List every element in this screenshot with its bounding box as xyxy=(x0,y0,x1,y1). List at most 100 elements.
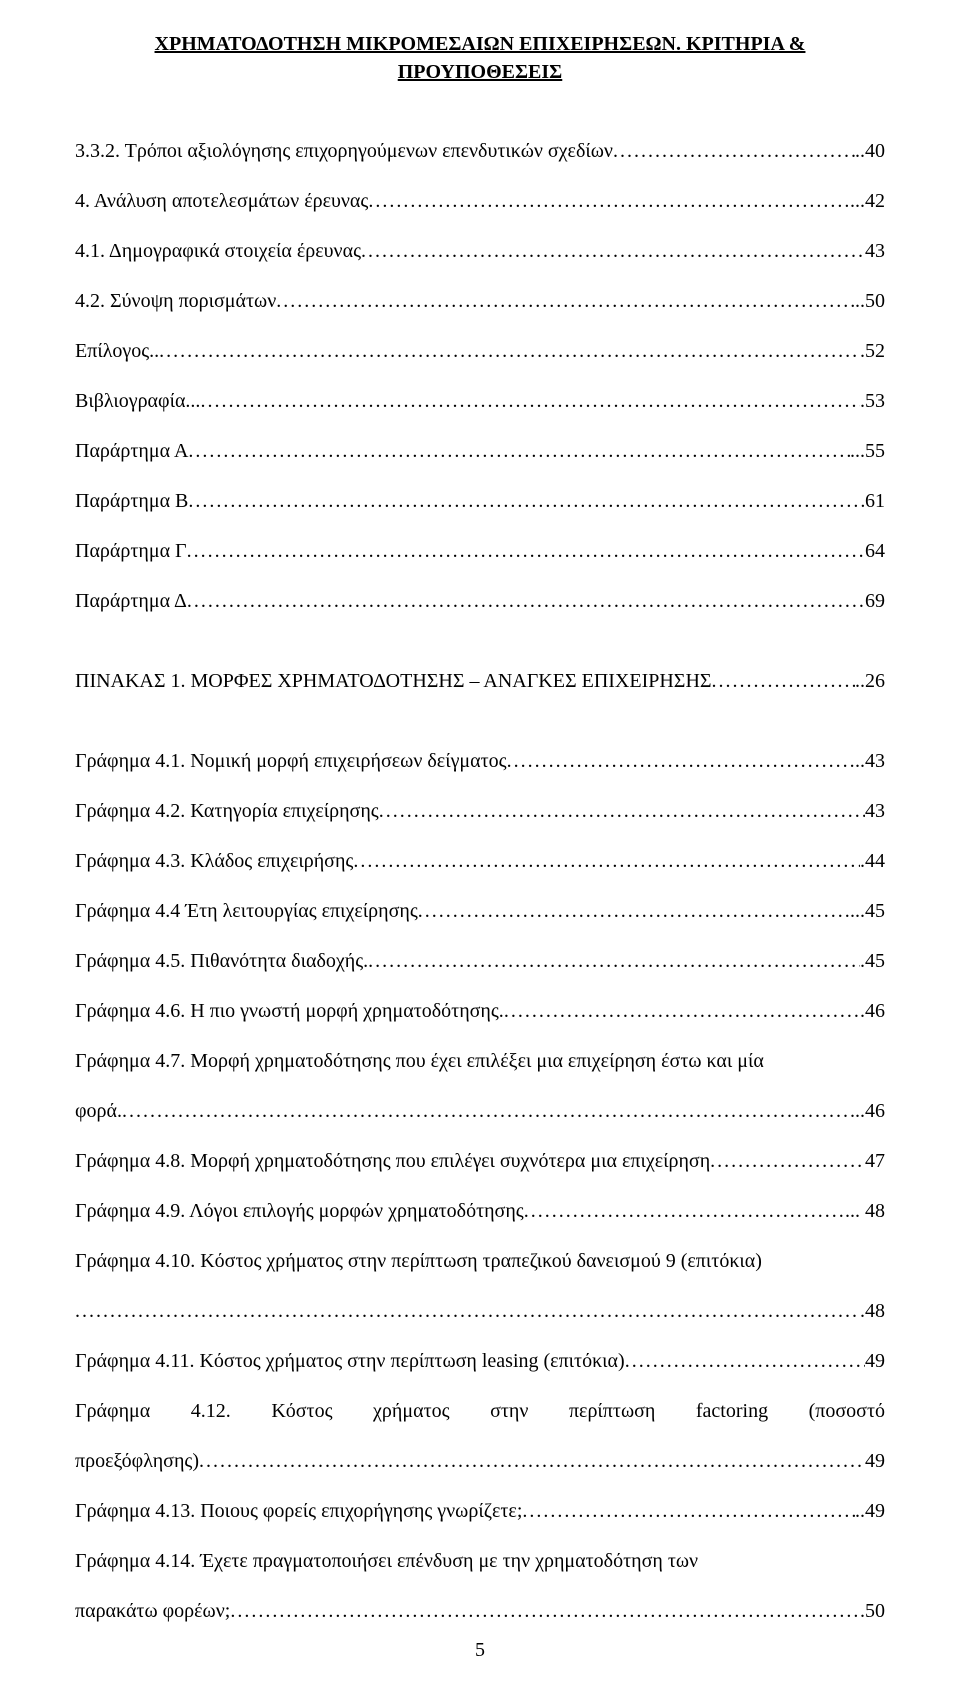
toc-entry: ΠΙΝΑΚΑΣ 1. ΜΟΡΦΕΣ ΧΡΗΜΑΤΟΔΟΤΗΣΗΣ – ΑΝΑΓΚ… xyxy=(75,656,885,706)
toc-page: .53 xyxy=(860,376,885,426)
toc-text: Παράρτημα Α xyxy=(75,426,188,476)
toc-page: 49 xyxy=(865,1436,885,1486)
page-number: 5 xyxy=(0,1639,960,1662)
toc-text: Γράφημα 4.1. Νομική μορφή επιχειρήσεων δ… xyxy=(75,736,507,786)
toc-entry: Γράφημα 4.1. Νομική μορφή επιχειρήσεων δ… xyxy=(75,736,885,786)
toc-entry: Γράφημα 4.8. Μορφή χρηματοδότησης που επ… xyxy=(75,1136,885,1186)
toc-text: 4. Ανάλυση αποτελεσμάτων έρευνας xyxy=(75,176,368,226)
toc-dots xyxy=(187,576,865,626)
toc-text: Παράρτημα Γ xyxy=(75,526,187,576)
toc-dots xyxy=(504,986,860,1036)
toc-dots xyxy=(361,226,865,276)
toc-entry: Γράφημα 4.2. Κατηγορία επιχείρησης43 xyxy=(75,786,885,836)
toc-page: .48 xyxy=(860,1286,885,1336)
toc-page: ...46 xyxy=(850,1086,885,1136)
toc-page: ..50 xyxy=(855,276,885,326)
toc-text-justified: Γράφημα 4.12. Κόστος χρήματος στην περίπ… xyxy=(75,1386,885,1436)
toc-dots xyxy=(368,176,850,226)
toc-text: Παράρτημα Δ xyxy=(75,576,187,626)
toc-page: 43 xyxy=(865,786,885,836)
toc-dots xyxy=(368,936,860,986)
toc-page: .50 xyxy=(860,1586,885,1636)
toc-dots xyxy=(507,736,855,786)
toc-text: Γράφημα 4.9. Λόγοι επιλογής μορφών χρημα… xyxy=(75,1186,524,1236)
toc-text: Επίλογος.. xyxy=(75,326,159,376)
toc-entry: Παράρτημα Γ 64 xyxy=(75,526,885,576)
toc-page: ...42 xyxy=(850,176,885,226)
toc-entry: 4.1. Δημογραφικά στοιχεία έρευνας 43 xyxy=(75,226,885,276)
toc-dots xyxy=(187,526,865,576)
toc-text: 4.2. Σύνοψη πορισμάτων xyxy=(75,276,276,326)
toc-text-line1: Γράφημα 4.7. Μορφή χρηματοδότησης που έχ… xyxy=(75,1036,885,1086)
toc-text-line2: παρακάτω φορέων; xyxy=(75,1586,230,1636)
toc-entry-multiline: Γράφημα 4.7. Μορφή χρηματοδότησης που έχ… xyxy=(75,1036,885,1136)
toc-entry: 4.2. Σύνοψη πορισμάτων ..50 xyxy=(75,276,885,326)
toc-page: ..49 xyxy=(855,1486,885,1536)
toc-dots xyxy=(230,1586,860,1636)
toc-text: Γράφημα 4.11. Κόστος χρήματος στην περίπ… xyxy=(75,1336,625,1386)
toc-dots xyxy=(379,786,865,836)
toc-entry-multiline: Γράφημα 4.14. Έχετε πραγματοποιήσει επέν… xyxy=(75,1536,885,1636)
toc-dots xyxy=(712,656,855,706)
toc-page: 69 xyxy=(865,576,885,626)
toc-page: .44 xyxy=(860,836,885,886)
toc-entry: Παράρτημα Δ 69 xyxy=(75,576,885,626)
toc-text: ΠΙΝΑΚΑΣ 1. ΜΟΡΦΕΣ ΧΡΗΜΑΤΟΔΟΤΗΣΗΣ – ΑΝΑΓΚ… xyxy=(75,656,712,706)
toc-page: ..43 xyxy=(855,736,885,786)
toc-entry: Γράφημα 4.9. Λόγοι επιλογής μορφών χρημα… xyxy=(75,1186,885,1236)
toc-dots xyxy=(199,1436,865,1486)
toc-dots xyxy=(418,886,850,936)
toc-dots xyxy=(200,376,860,426)
toc-dots xyxy=(613,126,855,176)
toc-dots xyxy=(75,1286,860,1336)
toc-page: 43 xyxy=(865,226,885,276)
toc-page: 64 xyxy=(865,526,885,576)
toc-entry-multiline: Γράφημα 4.10. Κόστος χρήματος στην περίπ… xyxy=(75,1236,885,1336)
toc-page: ...45 xyxy=(850,886,885,936)
toc-page: ...55 xyxy=(850,426,885,476)
toc-text-line1: Γράφημα 4.14. Έχετε πραγματοποιήσει επέν… xyxy=(75,1536,885,1586)
toc-dots xyxy=(188,476,865,526)
toc-dots xyxy=(276,276,855,326)
toc-dots xyxy=(710,1136,865,1186)
toc-page: 61 xyxy=(865,476,885,526)
toc-entry: Γράφημα 4.4 Έτη λειτουργίας επιχείρησης.… xyxy=(75,886,885,936)
toc-page: .45 xyxy=(860,936,885,986)
toc-entry: Επίλογος.. .52 xyxy=(75,326,885,376)
toc-entry: 3.3.2. Τρόποι αξιολόγησης επιχορηγούμενω… xyxy=(75,126,885,176)
toc-page: .46 xyxy=(860,986,885,1036)
toc-entry-multiline: Γράφημα 4.12. Κόστος χρήματος στην περίπ… xyxy=(75,1386,885,1486)
toc-entry: Γράφημα 4.6. Η πιο γνωστή μορφή χρηματοδ… xyxy=(75,986,885,1036)
toc-text-line2: προεξόφλησης) xyxy=(75,1436,199,1486)
toc-entry: Γράφημα 4.13. Ποιους φορείς επιχορήγησης… xyxy=(75,1486,885,1536)
toc-entry: Παράρτημα Β 61 xyxy=(75,476,885,526)
toc-page: ..26 xyxy=(855,656,885,706)
toc-text: Γράφημα 4.3. Κλάδος επιχειρήσης xyxy=(75,836,353,886)
toc-page: ..40 xyxy=(855,126,885,176)
toc-page: .52 xyxy=(860,326,885,376)
toc-text: Γράφημα 4.4 Έτη λειτουργίας επιχείρησης xyxy=(75,886,418,936)
toc-page: 47 xyxy=(865,1136,885,1186)
toc-entry: Γράφημα 4.5. Πιθανότητα διαδοχής. .45 xyxy=(75,936,885,986)
page-header: ΧΡΗΜΑΤΟΔΟΤΗΣΗ ΜΙΚΡΟΜΕΣΑΙΩΝ ΕΠΙΧΕΙΡΗΣΕΩΝ.… xyxy=(75,30,885,86)
toc-dots xyxy=(625,1336,865,1386)
toc-dots xyxy=(159,326,860,376)
toc-content: 3.3.2. Τρόποι αξιολόγησης επιχορηγούμενω… xyxy=(75,126,885,1636)
toc-text: Γράφημα 4.5. Πιθανότητα διαδοχής. xyxy=(75,936,368,986)
toc-entry: 4. Ανάλυση αποτελεσμάτων έρευνας ...42 xyxy=(75,176,885,226)
toc-text: Γράφημα 4.6. Η πιο γνωστή μορφή χρηματοδ… xyxy=(75,986,504,1036)
toc-text: Γράφημα 4.13. Ποιους φορείς επιχορήγησης… xyxy=(75,1486,522,1536)
toc-entry: Γράφημα 4.11. Κόστος χρήματος στην περίπ… xyxy=(75,1336,885,1386)
toc-dots xyxy=(188,426,850,476)
toc-dots xyxy=(122,1086,850,1136)
toc-entry: Βιβλιογραφία....53 xyxy=(75,376,885,426)
toc-text: Παράρτημα Β xyxy=(75,476,188,526)
toc-entry: Γράφημα 4.3. Κλάδος επιχειρήσης .44 xyxy=(75,836,885,886)
toc-text-line1: Γράφημα 4.10. Κόστος χρήματος στην περίπ… xyxy=(75,1236,885,1286)
toc-page: ... 48 xyxy=(845,1186,885,1236)
toc-text: 3.3.2. Τρόποι αξιολόγησης επιχορηγούμενω… xyxy=(75,126,613,176)
toc-dots xyxy=(524,1186,845,1236)
toc-text-line2: φορά. xyxy=(75,1086,122,1136)
toc-text: 4.1. Δημογραφικά στοιχεία έρευνας xyxy=(75,226,361,276)
toc-text: Γράφημα 4.8. Μορφή χρηματοδότησης που επ… xyxy=(75,1136,710,1186)
